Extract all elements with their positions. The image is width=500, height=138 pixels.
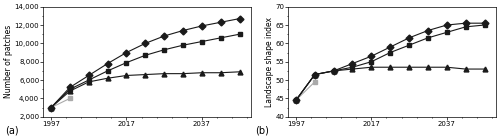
- Y-axis label: Number of patches: Number of patches: [4, 25, 13, 98]
- Text: (b): (b): [255, 125, 269, 135]
- Y-axis label: Landscape shape index: Landscape shape index: [265, 17, 274, 107]
- Text: (a): (a): [5, 125, 18, 135]
